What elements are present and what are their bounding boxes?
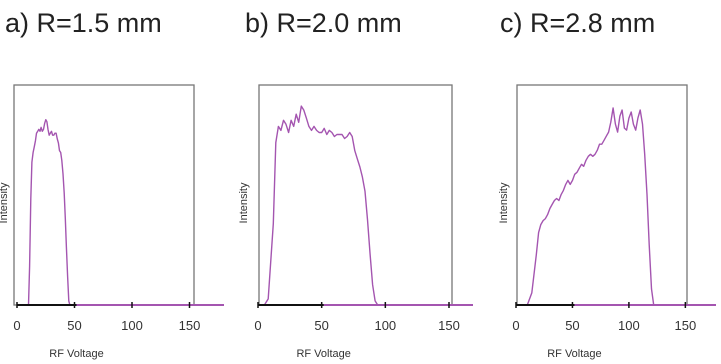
panel-c-frame <box>516 84 688 306</box>
panel-b-ticks: 0 50 100 150 <box>254 302 460 333</box>
panel-c-xlabel: RF Voltage <box>547 348 601 360</box>
panel-a-xlabel: RF Voltage <box>49 348 103 360</box>
panel-a-ticks: 0 50 100 150 <box>13 302 200 333</box>
panel-a-tick-label: 50 <box>67 318 81 333</box>
panel-b-title: b) R=2.0 mm <box>245 8 402 38</box>
panel-a-tick-label: 100 <box>121 318 143 333</box>
panel-c-tick-label: 0 <box>512 318 519 333</box>
panel-b-curve <box>258 105 386 306</box>
panel-c-ticks: 0 50 100 150 <box>512 302 696 333</box>
panel-b: b) R=2.0 mm 0 50 100 150 RF Voltage Intensi… <box>238 8 473 360</box>
panel-a: a) R=1.5 mm 0 50 100 150 RF Voltage Intensi… <box>0 8 224 360</box>
panel-c-ylabel: Intensity <box>498 182 510 223</box>
panel-b-frame <box>258 84 453 306</box>
panel-b-tick-label: 50 <box>314 318 328 333</box>
panel-c-tick-label: 100 <box>618 318 640 333</box>
panel-a-tick-label: 0 <box>13 318 20 333</box>
panel-b-tick-label: 100 <box>374 318 396 333</box>
panel-a-tick-label: 150 <box>179 318 201 333</box>
panel-b-tick-label: 0 <box>254 318 261 333</box>
panel-a-frame <box>13 84 195 306</box>
panel-b-tick-label: 150 <box>438 318 460 333</box>
panel-c: c) R=2.8 mm 0 50 100 150 RF Voltage Intensi… <box>498 8 716 360</box>
panel-b-ylabel: Intensity <box>238 182 250 223</box>
panel-b-xlabel: RF Voltage <box>296 348 350 360</box>
panel-a-ylabel: Intensity <box>0 182 10 223</box>
panel-c-tick-label: 150 <box>675 318 697 333</box>
panel-c-title: c) R=2.8 mm <box>500 8 655 38</box>
panel-a-title: a) R=1.5 mm <box>5 8 162 38</box>
panel-c-tick-label: 50 <box>565 318 579 333</box>
panel-a-curve <box>27 119 75 306</box>
panel-c-curve <box>516 107 669 306</box>
